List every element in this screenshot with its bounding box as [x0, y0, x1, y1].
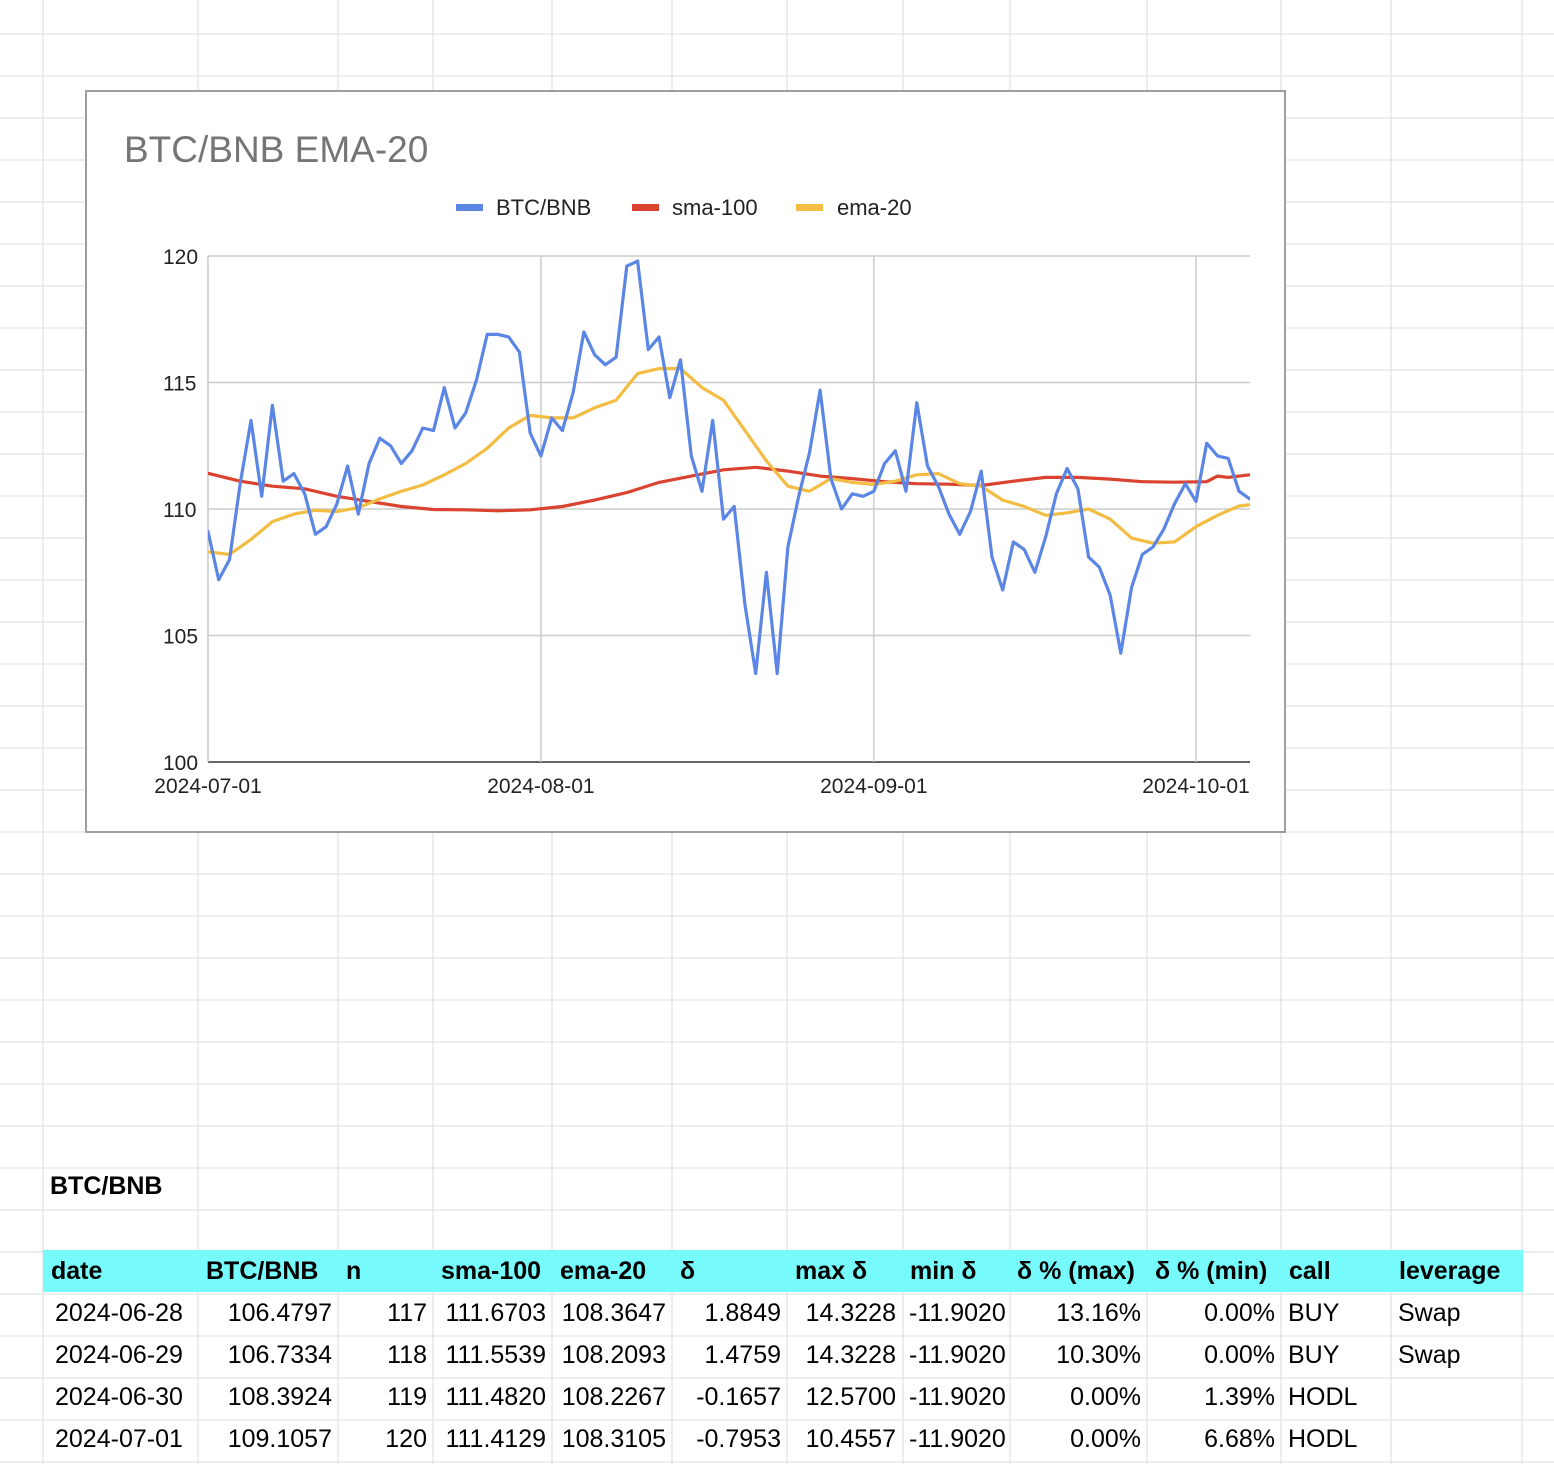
line-chart: BTC/BNB EMA-20 BTC/BNB sma-100 ema-20 10…: [124, 129, 1250, 798]
header-sma-100[interactable]: sma-100: [441, 1257, 542, 1285]
cell-sma-100[interactable]: 111.4129: [445, 1425, 546, 1453]
y-tick-label: 100: [163, 752, 198, 775]
cell-delta[interactable]: -0.1657: [696, 1383, 781, 1411]
cell-delta[interactable]: 1.8849: [704, 1299, 781, 1327]
cell-ema-20[interactable]: 108.3105: [561, 1425, 666, 1453]
header-min-delta[interactable]: min δ: [910, 1257, 977, 1285]
cell-btc-bnb[interactable]: 109.1057: [227, 1425, 332, 1453]
chart-gridlines: [207, 255, 1250, 763]
cell-ema-20[interactable]: 108.2093: [561, 1341, 666, 1369]
legend-label-ema-20: ema-20: [837, 195, 912, 220]
cell-min-delta[interactable]: -11.9020: [909, 1299, 1006, 1327]
cell-leverage[interactable]: Swap: [1398, 1341, 1461, 1369]
cell-ema-20[interactable]: 108.2267: [561, 1383, 666, 1411]
x-axis-ticks: 2024-07-01 2024-08-01 2024-09-01 2024-10-01: [154, 775, 1249, 798]
cell-delta-pct-max[interactable]: 0.00%: [1070, 1383, 1141, 1411]
cell-date[interactable]: 2024-06-29: [55, 1341, 183, 1369]
cell-n[interactable]: 120: [385, 1425, 427, 1453]
header-btc-bnb[interactable]: BTC/BNB: [206, 1257, 319, 1285]
y-tick-label: 120: [163, 246, 198, 269]
cell-delta[interactable]: 1.4759: [704, 1341, 781, 1369]
y-tick-label: 105: [163, 626, 198, 649]
cell-delta-pct-min[interactable]: 0.00%: [1204, 1299, 1275, 1327]
cell-call[interactable]: HODL: [1288, 1425, 1358, 1453]
legend-item-ema-20: ema-20: [796, 195, 912, 220]
x-tick-label: 2024-07-01: [154, 775, 261, 798]
cell-leverage[interactable]: [1391, 1418, 1523, 1460]
cell-n[interactable]: 118: [387, 1341, 427, 1369]
cell-sma-100[interactable]: 111.4820: [445, 1383, 546, 1411]
cell-delta[interactable]: -0.7953: [696, 1425, 781, 1453]
cell-min-delta[interactable]: -11.9020: [909, 1341, 1006, 1369]
header-leverage[interactable]: leverage: [1399, 1257, 1501, 1285]
cell-delta-pct-min[interactable]: 6.68%: [1204, 1425, 1275, 1453]
cell-max-delta[interactable]: 14.3228: [805, 1341, 896, 1369]
legend-swatch-ema-20: [796, 204, 823, 211]
sheet-section-title: BTC/BNB: [50, 1172, 163, 1200]
header-call[interactable]: call: [1289, 1257, 1331, 1285]
cell-date[interactable]: 2024-06-28: [55, 1299, 183, 1327]
cell-date[interactable]: 2024-07-01: [55, 1425, 183, 1453]
header-delta[interactable]: δ: [680, 1257, 696, 1285]
cell-min-delta[interactable]: -11.9020: [909, 1425, 1006, 1453]
header-date[interactable]: date: [51, 1257, 103, 1285]
y-tick-label: 115: [163, 373, 196, 396]
cell-sma-100[interactable]: 111.5539: [445, 1341, 546, 1369]
cell-min-delta[interactable]: -11.9020: [909, 1383, 1006, 1411]
cell-call[interactable]: BUY: [1288, 1299, 1340, 1327]
header-delta-pct-min[interactable]: δ % (min): [1155, 1257, 1268, 1285]
chart-legend: BTC/BNB sma-100 ema-20: [456, 195, 912, 220]
cell-max-delta[interactable]: 14.3228: [805, 1299, 896, 1327]
cell-sma-100[interactable]: 111.6703: [445, 1299, 546, 1327]
cell-date[interactable]: 2024-06-30: [55, 1383, 183, 1411]
cell-n[interactable]: 119: [387, 1383, 427, 1411]
chart-title: BTC/BNB EMA-20: [124, 129, 428, 170]
cell-btc-bnb[interactable]: 106.7334: [227, 1341, 332, 1369]
series-line-btc-bnb: [208, 259, 1250, 676]
legend-label-sma-100: sma-100: [672, 195, 758, 220]
legend-swatch-btc-bnb: [456, 204, 483, 211]
header-n[interactable]: n: [346, 1257, 362, 1285]
cell-leverage[interactable]: [1391, 1376, 1523, 1418]
cell-delta-pct-max[interactable]: 10.30%: [1056, 1341, 1141, 1369]
cell-delta-pct-max[interactable]: 13.16%: [1056, 1299, 1141, 1327]
cell-btc-bnb[interactable]: 108.3924: [227, 1383, 332, 1411]
cell-leverage[interactable]: Swap: [1398, 1299, 1461, 1327]
series-line-sma-100: [208, 465, 1250, 513]
cell-btc-bnb[interactable]: 106.4797: [227, 1299, 332, 1327]
cell-call[interactable]: BUY: [1288, 1341, 1340, 1369]
cell-delta-pct-max[interactable]: 0.00%: [1070, 1425, 1141, 1453]
y-tick-label: 110: [163, 499, 196, 522]
header-max-delta[interactable]: max δ: [795, 1257, 868, 1285]
cell-delta-pct-min[interactable]: 1.39%: [1204, 1383, 1275, 1411]
table-header-row: date BTC/BNB n sma-100 ema-20 δ max δ mi…: [43, 1250, 1523, 1292]
cell-n[interactable]: 117: [387, 1299, 427, 1327]
cell-delta-pct-min[interactable]: 0.00%: [1204, 1341, 1275, 1369]
cell-ema-20[interactable]: 108.3647: [561, 1299, 666, 1327]
series-line-ema-20: [208, 367, 1250, 557]
cell-max-delta[interactable]: 10.4557: [805, 1425, 896, 1453]
x-tick-label: 2024-09-01: [820, 775, 927, 798]
x-tick-label: 2024-10-01: [1142, 775, 1249, 798]
legend-item-btc-bnb: BTC/BNB: [456, 195, 591, 220]
cell-max-delta[interactable]: 12.5700: [805, 1383, 896, 1411]
legend-item-sma-100: sma-100: [632, 195, 758, 220]
legend-label-btc-bnb: BTC/BNB: [496, 195, 591, 220]
series-lines: [208, 259, 1250, 676]
header-delta-pct-max[interactable]: δ % (max): [1017, 1257, 1135, 1285]
x-tick-label: 2024-08-01: [487, 775, 594, 798]
header-ema-20[interactable]: ema-20: [560, 1257, 647, 1285]
legend-swatch-sma-100: [632, 204, 659, 211]
chart-card[interactable]: BTC/BNB EMA-20 BTC/BNB sma-100 ema-20 10…: [85, 90, 1286, 833]
cell-call[interactable]: HODL: [1288, 1383, 1358, 1411]
y-axis-ticks: 100 105 110 115 120: [163, 246, 198, 775]
